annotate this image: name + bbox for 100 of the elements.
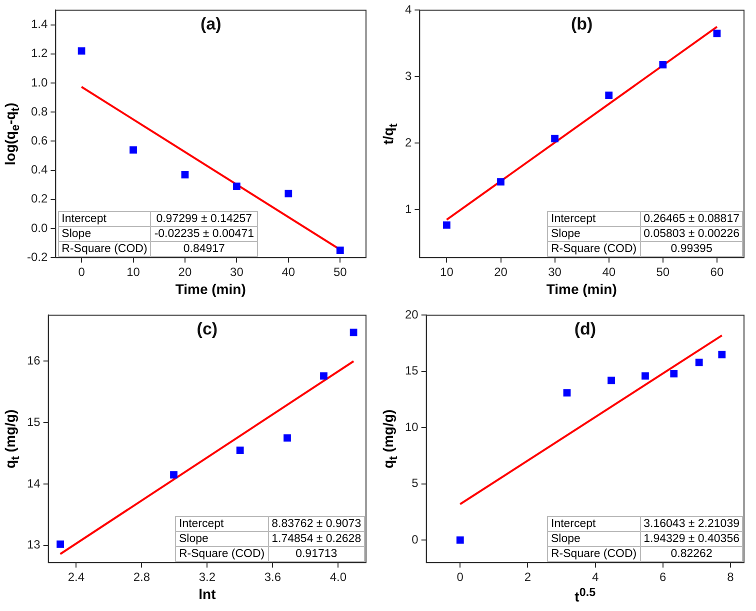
x-axis-title: Time (min) bbox=[546, 281, 617, 297]
annotation: 0.91713 bbox=[268, 546, 365, 562]
y-tick-label: 0.2 bbox=[30, 192, 48, 206]
y-tick-label: 0.4 bbox=[30, 162, 48, 177]
annotation: 1.74854 ± 0.2628 bbox=[268, 531, 365, 546]
point bbox=[233, 182, 240, 190]
y-tick-label: 16 bbox=[26, 354, 41, 368]
annotation: 0.26465 ± 0.08817 bbox=[640, 211, 743, 226]
y-tick-label: 1.0 bbox=[30, 75, 48, 90]
annotation: Slope bbox=[548, 226, 640, 242]
x-tick-label: 10 bbox=[126, 265, 140, 280]
point bbox=[181, 170, 189, 178]
annotation: Slope bbox=[176, 531, 268, 546]
x-tick-label: 20 bbox=[178, 265, 192, 280]
point bbox=[642, 372, 649, 380]
annotation: 0.05803 ± 0.00226 bbox=[640, 226, 743, 242]
x-tick-label: 2.4 bbox=[68, 570, 85, 584]
x-tick-label: 30 bbox=[548, 265, 562, 280]
x-axis-title: Time (min) bbox=[175, 281, 246, 297]
y-tick-label: 1.2 bbox=[30, 46, 48, 60]
y-tick-label: 20 bbox=[404, 308, 419, 322]
annotation: 0.82262 bbox=[640, 546, 743, 562]
point bbox=[713, 30, 721, 38]
annotation: R-Square (COD) bbox=[176, 546, 268, 562]
x-tick-label: 60 bbox=[710, 265, 724, 280]
point bbox=[695, 358, 703, 366]
y-tick-label: 5 bbox=[412, 476, 419, 490]
x-tick-label: 0 bbox=[456, 570, 464, 584]
x-tick-label: 6 bbox=[660, 570, 667, 584]
point bbox=[497, 178, 504, 186]
y-tick-label: 15 bbox=[404, 364, 419, 378]
point bbox=[605, 92, 613, 100]
x-tick-label: 4.0 bbox=[330, 570, 347, 584]
point bbox=[320, 372, 328, 380]
chart-title: (a) bbox=[200, 14, 222, 34]
y-tick-label: 1 bbox=[404, 202, 412, 216]
point bbox=[336, 246, 344, 254]
annotation: R-Square (COD) bbox=[548, 546, 640, 562]
point bbox=[608, 376, 615, 384]
chart-title: (b) bbox=[570, 14, 593, 34]
y-tick-label: 10 bbox=[404, 420, 419, 434]
y-tick-label: 0.6 bbox=[30, 133, 48, 148]
annotation: Slope bbox=[58, 226, 151, 242]
y-tick-label: 15 bbox=[26, 414, 41, 429]
annotation: 1.94329 ± 0.40356 bbox=[640, 531, 743, 546]
point bbox=[56, 540, 64, 548]
annotation: -0.02235 ± 0.00471 bbox=[150, 226, 258, 242]
x-tick-label: 50 bbox=[333, 265, 348, 280]
x-axis-title: lnt bbox=[198, 586, 216, 602]
point bbox=[236, 446, 244, 454]
annotation: 0.99395 bbox=[640, 241, 743, 256]
point bbox=[443, 221, 450, 229]
point bbox=[284, 190, 292, 198]
point bbox=[563, 389, 571, 396]
point bbox=[170, 471, 178, 478]
x-tick-label: 2.8 bbox=[133, 570, 150, 584]
y-tick-label: 1.4 bbox=[30, 17, 48, 32]
annotation: 3.16043 ± 2.21039 bbox=[640, 516, 743, 532]
point bbox=[659, 61, 667, 68]
x-tick-label: 3.6 bbox=[264, 570, 282, 584]
y-tick-label: 14 bbox=[26, 476, 41, 490]
y-tick-label: 2 bbox=[404, 136, 412, 150]
x-tick-label: 4 bbox=[592, 570, 599, 584]
x-tick-label: 40 bbox=[282, 265, 296, 280]
x-tick-label: 8 bbox=[727, 570, 734, 584]
y-tick-label: 4 bbox=[404, 2, 412, 17]
point bbox=[130, 146, 137, 154]
x-tick-label: 2 bbox=[524, 570, 532, 584]
annotation: Intercept bbox=[548, 211, 640, 226]
annotation: 0.97299 ± 0.14257 bbox=[150, 211, 258, 226]
y-tick-label: 3 bbox=[404, 69, 412, 84]
annotation: 8.83762 ± 0.9073 bbox=[268, 516, 365, 532]
y-tick-label: 0 bbox=[412, 532, 419, 546]
annotation: Intercept bbox=[548, 516, 640, 532]
x-tick-label: 20 bbox=[494, 265, 508, 280]
point bbox=[670, 370, 678, 378]
y-tick-label: -0.2 bbox=[26, 250, 48, 264]
point bbox=[718, 350, 726, 358]
y-tick-label: 0.8 bbox=[30, 104, 48, 118]
annotation: R-Square (COD) bbox=[58, 241, 151, 256]
annotation: R-Square (COD) bbox=[548, 241, 640, 256]
point bbox=[78, 47, 86, 55]
chart-title: (c) bbox=[196, 319, 218, 338]
y-tick-label: 13 bbox=[26, 538, 41, 552]
annotation: Intercept bbox=[176, 516, 268, 532]
point bbox=[456, 536, 464, 544]
x-tick-label: 10 bbox=[440, 265, 454, 280]
point bbox=[551, 134, 558, 142]
annotation: 0.84917 bbox=[150, 241, 258, 256]
chart-title: (d) bbox=[574, 319, 596, 338]
x-axis-title: t$^{0.5}$ bbox=[574, 586, 596, 605]
annotation: Intercept bbox=[58, 211, 151, 226]
point bbox=[350, 328, 358, 336]
x-tick-label: 30 bbox=[230, 265, 244, 280]
x-tick-label: 0 bbox=[78, 265, 86, 280]
x-tick-label: 3.2 bbox=[198, 570, 216, 584]
annotation: Slope bbox=[548, 531, 640, 546]
x-tick-label: 50 bbox=[656, 265, 670, 280]
point bbox=[284, 434, 291, 442]
x-tick-label: 40 bbox=[602, 265, 616, 280]
